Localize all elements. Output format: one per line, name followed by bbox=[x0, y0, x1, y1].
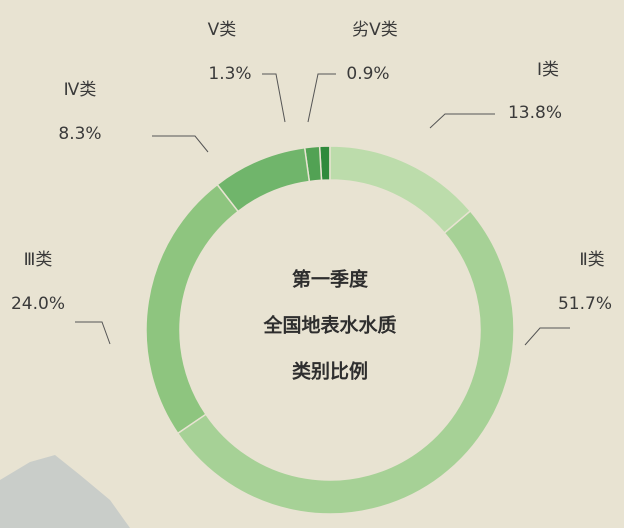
category-label: Ⅰ类 bbox=[537, 60, 559, 80]
donut-segment bbox=[329, 145, 472, 234]
donut-segment bbox=[216, 146, 311, 213]
center-title: 第一季度 bbox=[292, 268, 369, 291]
donut-segment bbox=[176, 209, 515, 515]
center-title: 全国地表水水质 bbox=[262, 314, 396, 337]
category-label: Ⅳ类 bbox=[64, 80, 97, 100]
mountain-decoration bbox=[0, 455, 130, 528]
category-label: Ⅲ类 bbox=[24, 250, 53, 270]
value-label: 13.8% bbox=[508, 103, 562, 123]
category-label: Ⅴ类 bbox=[208, 20, 237, 40]
leader-line bbox=[429, 113, 495, 129]
leader-line bbox=[262, 73, 286, 123]
value-label: 51.7% bbox=[558, 294, 612, 314]
leader-line bbox=[524, 327, 570, 346]
value-label: 1.3% bbox=[208, 64, 251, 84]
value-label: 0.9% bbox=[346, 64, 389, 84]
leader-line bbox=[75, 321, 111, 345]
value-label: 24.0% bbox=[11, 294, 65, 314]
donut-segment bbox=[145, 183, 240, 435]
leader-line bbox=[307, 73, 336, 123]
category-label: 劣Ⅴ类 bbox=[352, 20, 398, 40]
category-label: Ⅱ类 bbox=[579, 250, 604, 270]
center-title: 类别比例 bbox=[292, 360, 368, 383]
value-label: 8.3% bbox=[58, 124, 101, 144]
leader-line bbox=[152, 135, 209, 153]
